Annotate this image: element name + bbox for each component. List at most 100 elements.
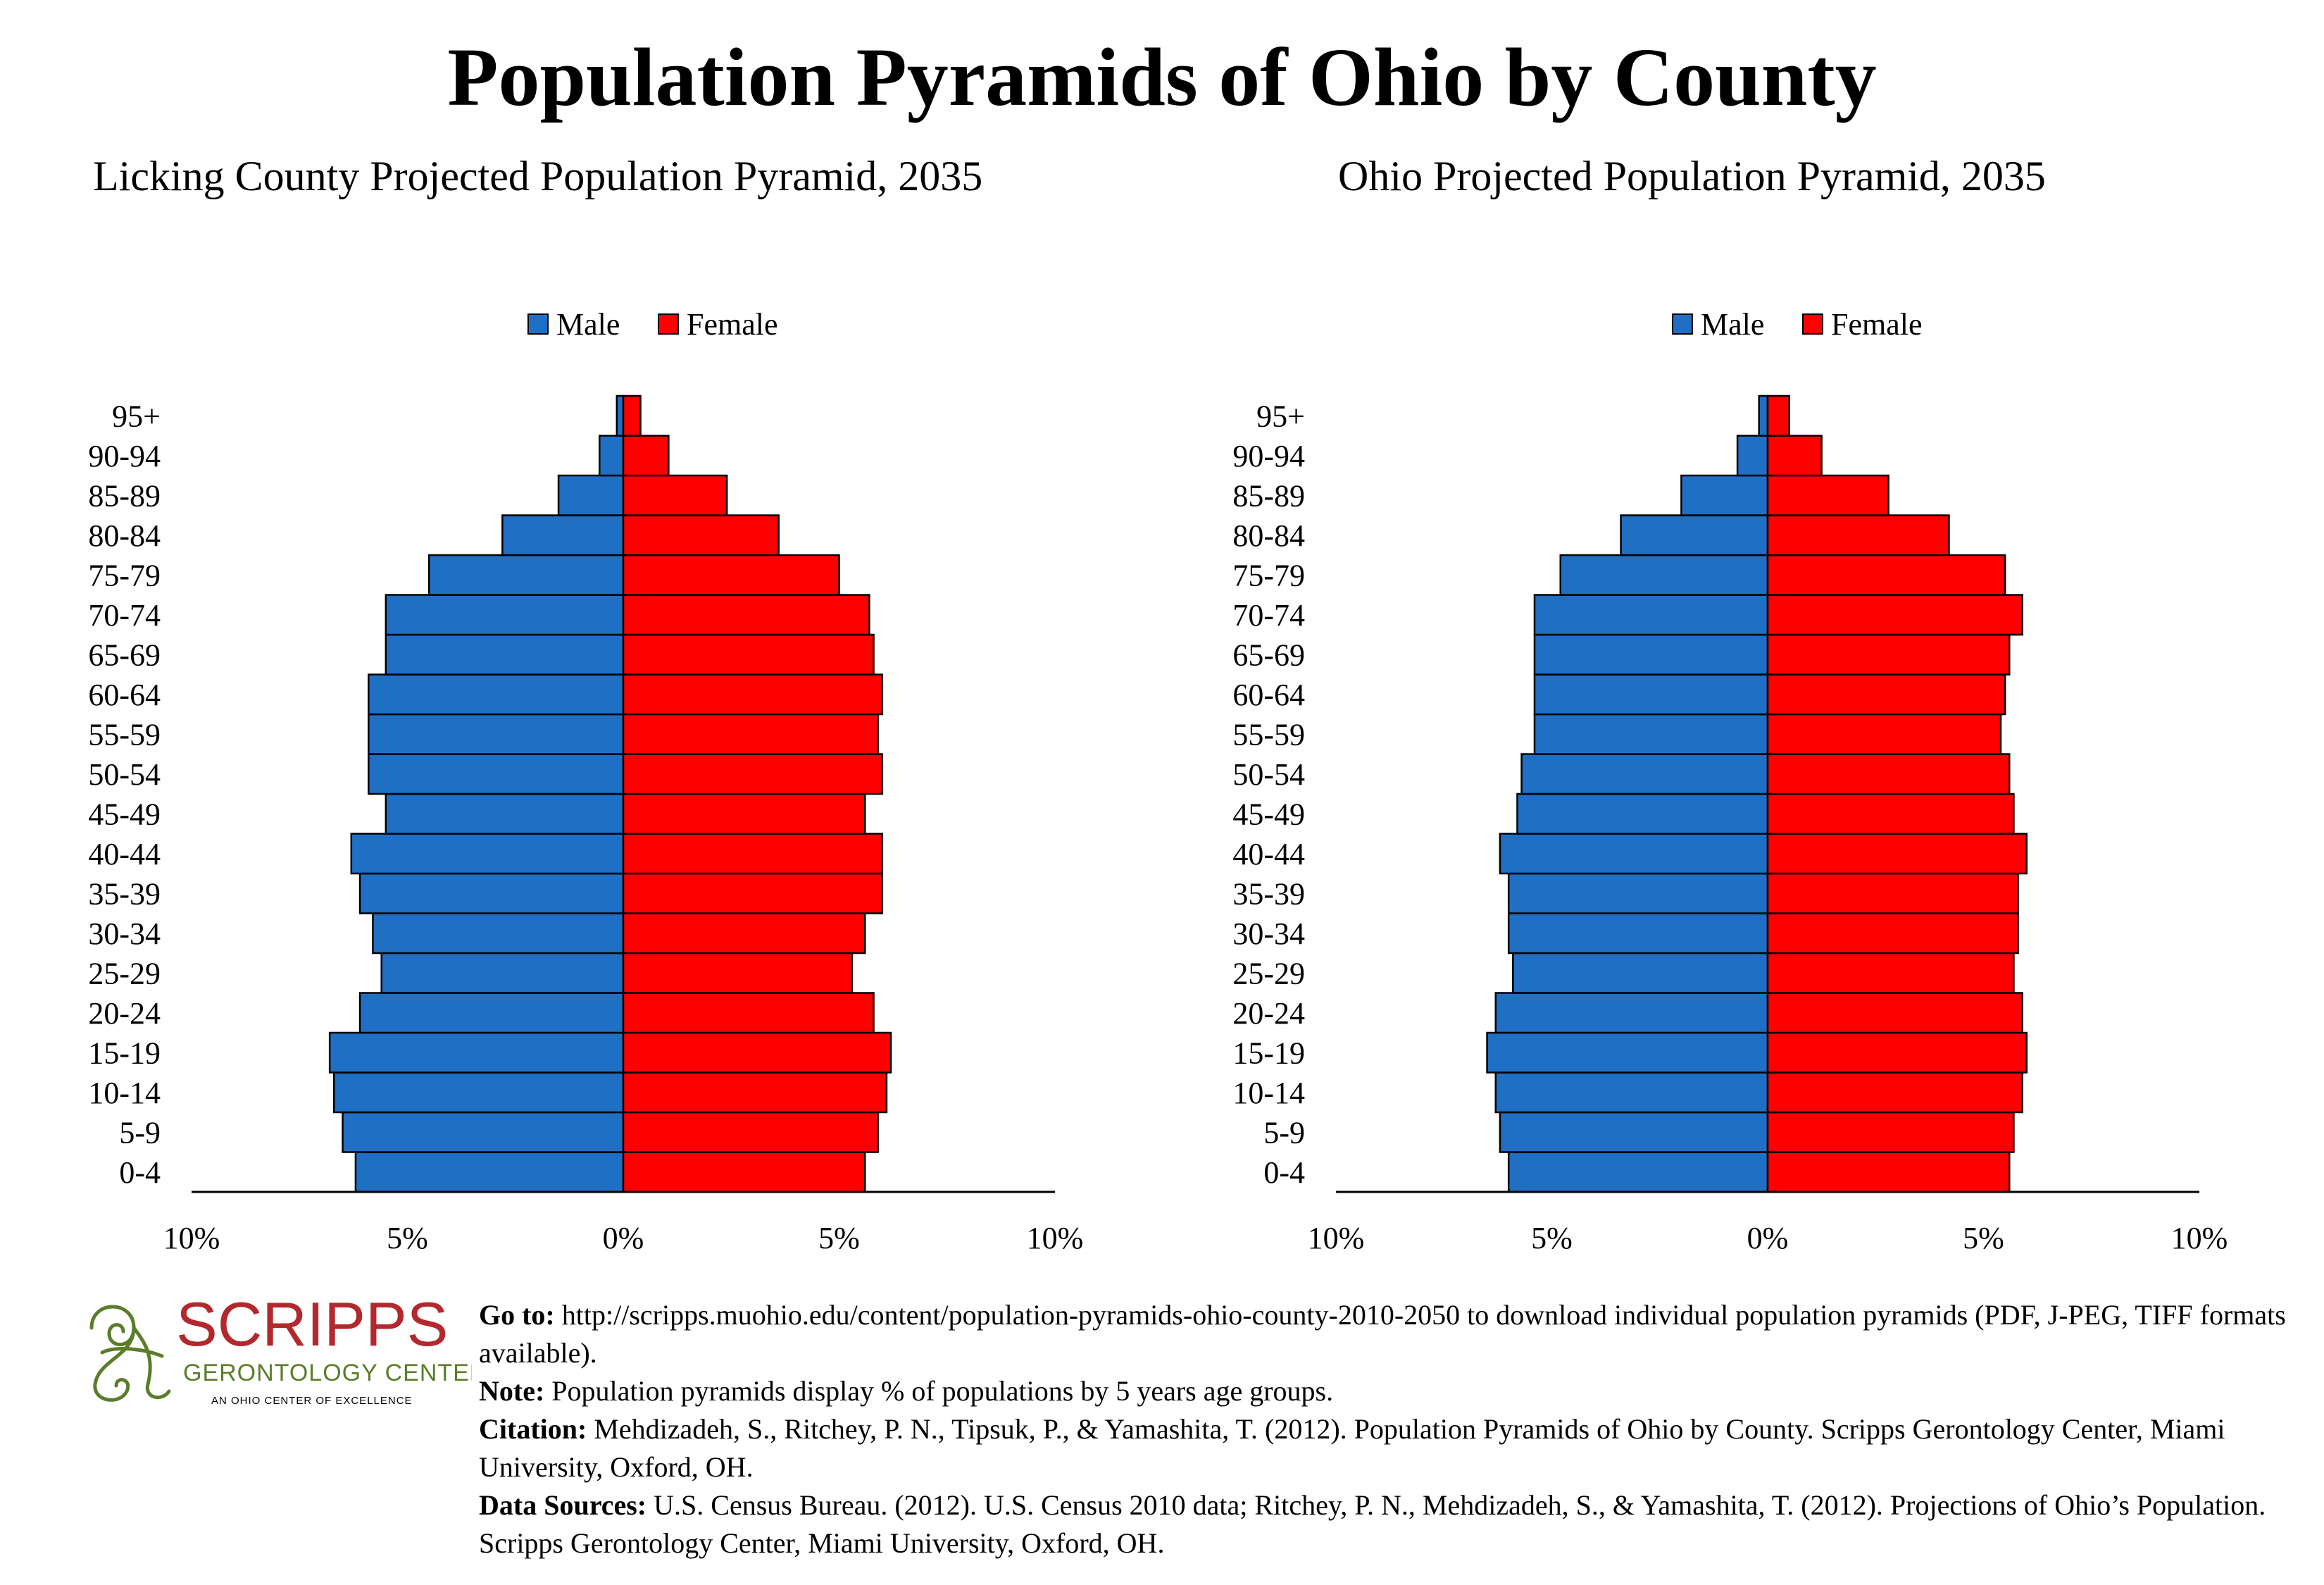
bar-male <box>380 952 625 994</box>
bar-male <box>368 713 625 755</box>
legend-swatch-female <box>658 313 679 335</box>
bar-male <box>1486 1031 1769 1074</box>
y-tick-label: 35-39 <box>88 876 161 911</box>
bar-female <box>622 1151 866 1193</box>
y-tick-label: 55-59 <box>1232 717 1305 752</box>
logo-tagline: AN OHIO CENTER OF EXCELLENCE <box>211 1395 413 1407</box>
bar-male <box>1533 633 1769 676</box>
y-tick-label: 20-24 <box>88 996 161 1031</box>
bar-male <box>385 792 625 835</box>
bar-male <box>358 872 625 914</box>
bar-male <box>1520 753 1769 795</box>
bar-male <box>501 514 625 557</box>
y-tick-label: 45-49 <box>1232 797 1305 831</box>
bar-female <box>1766 912 2019 955</box>
bar-male <box>1499 1111 1769 1153</box>
chart-title-licking: Licking County Projected Population Pyra… <box>93 153 983 199</box>
bar-male <box>328 1031 625 1074</box>
bar-female <box>622 753 884 795</box>
bar-male <box>1533 673 1769 716</box>
y-tick-label: 0-4 <box>1263 1155 1305 1190</box>
y-tick-label: 30-34 <box>88 916 161 951</box>
scripps-logo-swirl-icon <box>89 1305 171 1402</box>
bar-male <box>1494 992 1769 1034</box>
y-tick-label: 85-89 <box>1232 478 1305 513</box>
bar-female <box>1766 1151 2011 1193</box>
y-tick-label: 50-54 <box>1232 757 1305 792</box>
y-tick-label: 90-94 <box>1232 439 1305 473</box>
bar-female <box>622 514 780 557</box>
bar-female <box>1766 872 2019 914</box>
y-tick-label: 90-94 <box>88 439 161 473</box>
y-tick-label: 50-54 <box>88 757 161 792</box>
bar-male <box>1516 792 1769 835</box>
licking-county-pyramid-chart: Male Female 0-4 5-9 10-14 15-19 20-24 25-29 30-3… <box>88 307 1083 1255</box>
bar-male <box>385 594 625 636</box>
bar-male <box>1494 1071 1769 1114</box>
bar-male <box>368 673 625 716</box>
bar-female <box>622 872 884 914</box>
bar-male <box>1758 394 1769 437</box>
note-citation-text: Mehdizadeh, S., Ritchey, P. N., Tipsuk, … <box>479 1413 2225 1483</box>
legend-label-female: Female <box>1831 307 1923 342</box>
bar-male <box>557 474 625 516</box>
bar-female <box>622 394 642 437</box>
bar-male <box>1499 833 1769 875</box>
bar-male <box>1507 912 1769 955</box>
y-tick-label: 40-44 <box>88 837 161 871</box>
bar-male <box>372 912 625 955</box>
bar-male <box>1533 713 1769 755</box>
bar-female <box>1766 952 2015 994</box>
y-tick-label: 10-14 <box>88 1076 161 1110</box>
bar-male <box>354 1151 625 1193</box>
ohio-pyramid-chart: Male Female 0-4 5-9 10-14 15-19 20-24 25-29 30-3… <box>1232 307 2228 1255</box>
legend-swatch-female <box>1802 313 1823 335</box>
y-tick-label: 40-44 <box>1232 837 1305 871</box>
legend-label-female: Female <box>687 307 778 342</box>
note-citation: Citation: Mehdizadeh, S., Ritchey, P. N.… <box>479 1410 2310 1486</box>
chart-title-ohio: Ohio Projected Population Pyramid, 2035 <box>1338 153 2046 199</box>
x-tick-label: 5% <box>1963 1221 2004 1255</box>
x-tick-label: 10% <box>163 1221 220 1255</box>
bar-female <box>1766 554 2006 596</box>
x-tick-label: 5% <box>1531 1221 1573 1255</box>
y-tick-label: 5-9 <box>119 1115 161 1150</box>
bar-male <box>1533 594 1769 636</box>
bar-female <box>1766 474 1889 516</box>
note-data-sources-label: Data Sources: <box>479 1489 647 1521</box>
y-tick-label: 70-74 <box>88 598 161 633</box>
y-tick-label: 45-49 <box>88 797 161 831</box>
y-tick-label: 75-79 <box>88 558 161 592</box>
bar-male <box>1680 474 1769 516</box>
note-note-label: Note: <box>479 1375 545 1407</box>
y-tick-label: 75-79 <box>1232 558 1305 592</box>
x-tick-label: 10% <box>1308 1221 1365 1255</box>
legend-label-male: Male <box>556 307 620 342</box>
note-citation-label: Citation: <box>479 1413 587 1445</box>
logo-subtitle: GERONTOLOGY CENTER <box>183 1360 472 1386</box>
bar-male <box>350 833 625 875</box>
bar-female <box>622 1111 879 1153</box>
bar-female <box>1766 435 1823 477</box>
legend-swatch-male <box>527 313 549 335</box>
y-tick-label: 0-4 <box>119 1155 161 1190</box>
note-data-sources: Data Sources: U.S. Census Bureau. (2012)… <box>479 1486 2310 1562</box>
x-tick-label: 5% <box>818 1221 860 1255</box>
y-tick-label: 5-9 <box>1263 1115 1305 1150</box>
bar-female <box>1766 992 2023 1034</box>
bar-female <box>1766 1111 2015 1153</box>
bar-female <box>622 633 875 676</box>
bar-male <box>1512 952 1769 994</box>
bar-female <box>1766 833 2028 875</box>
bar-female <box>622 1031 892 1074</box>
notes-block: Go to: http://scripps.muohio.edu/content… <box>479 1296 2310 1562</box>
y-tick-label: 70-74 <box>1232 598 1305 633</box>
x-tick-label: 0% <box>603 1221 644 1255</box>
y-tick-label: 60-64 <box>1232 678 1305 712</box>
x-tick-label: 10% <box>2171 1221 2228 1255</box>
bar-female <box>622 1071 888 1114</box>
bar-female <box>1766 673 2006 716</box>
bar-male <box>1559 554 1769 596</box>
y-tick-label: 65-69 <box>1232 638 1305 672</box>
bar-male <box>1736 435 1769 477</box>
